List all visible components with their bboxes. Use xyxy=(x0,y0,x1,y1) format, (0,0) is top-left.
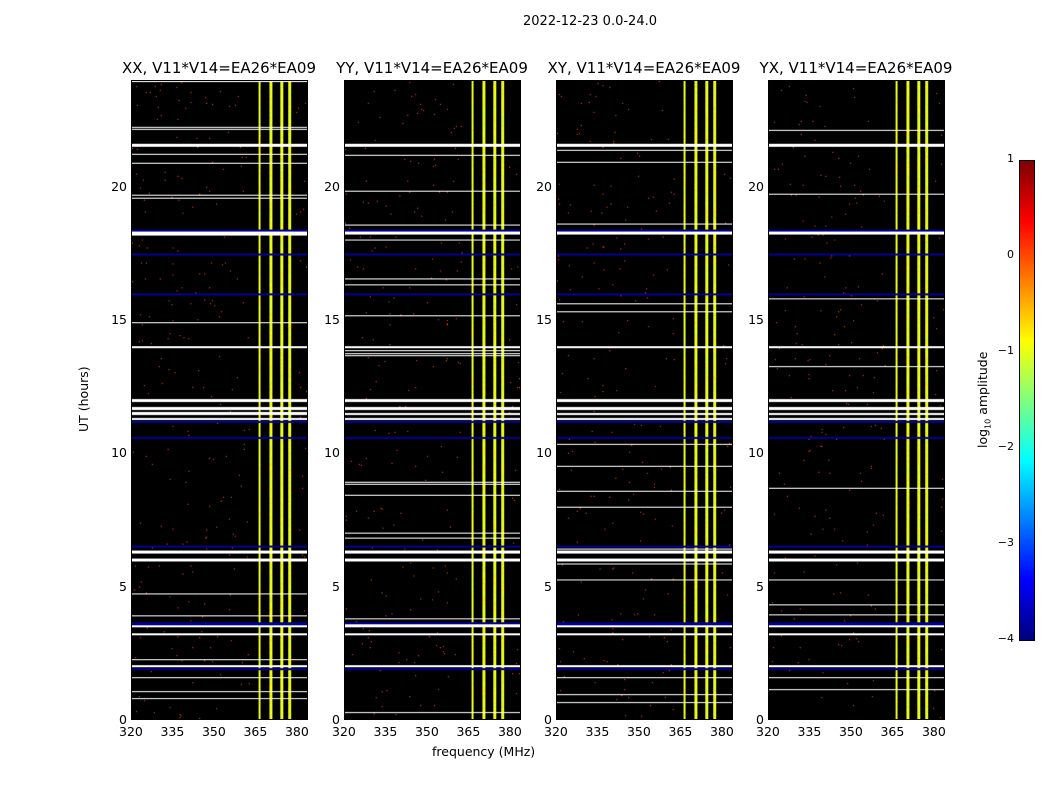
heatmap-image xyxy=(557,81,732,719)
y-tick-label: 10 xyxy=(748,445,764,461)
heatmap-panel-1 xyxy=(344,80,521,720)
y-tick-label: 5 xyxy=(756,578,764,594)
y-tick-label: 5 xyxy=(119,578,127,594)
x-tick-label: 350 xyxy=(626,724,651,739)
y-tick-label: 0 xyxy=(119,712,127,727)
y-tick-label: 15 xyxy=(111,312,127,327)
x-tick-label: 320 xyxy=(119,724,143,739)
y-tick-label: 5 xyxy=(332,578,340,594)
y-tick-label: 5 xyxy=(544,578,552,594)
x-tick-label: 320 xyxy=(756,724,780,739)
x-tick-label: 320 xyxy=(544,724,568,739)
colorbar-tick-label: −4 xyxy=(997,632,1014,645)
x-tick-label: 320 xyxy=(332,724,356,739)
y-tick-label: 0 xyxy=(332,712,340,727)
x-tick-label: 365 xyxy=(668,724,693,739)
x-tick-label: 350 xyxy=(838,724,863,739)
x-tick-label: 380 xyxy=(921,724,946,739)
y-tick-label: 0 xyxy=(544,712,552,727)
colorbar-tick-label: −3 xyxy=(997,536,1014,549)
y-tick-label: 20 xyxy=(111,178,127,194)
colorbar-tick-label: −1 xyxy=(997,344,1014,357)
heatmap-panel-3 xyxy=(768,80,945,720)
colorbar-tick-label: −2 xyxy=(997,440,1014,453)
figure-suptitle: 2022-12-23 0.0-24.0 xyxy=(523,14,657,29)
colorbar-tick-label: 1 xyxy=(1007,152,1014,165)
y-tick-label: 15 xyxy=(536,312,552,327)
x-tick-label: 335 xyxy=(797,724,822,739)
heatmap-image xyxy=(132,81,307,719)
heatmap-panel-2 xyxy=(556,80,733,720)
x-tick-label: 335 xyxy=(373,724,398,739)
panel-title: YX, V11*V14=EA26*EA09 xyxy=(759,59,953,77)
colorbar-label: log10 amplitude xyxy=(975,351,993,448)
x-tick-label: 380 xyxy=(284,724,309,739)
panel-title: YY, V11*V14=EA26*EA09 xyxy=(336,59,528,77)
x-tick-label: 380 xyxy=(497,724,522,739)
y-tick-label: 20 xyxy=(748,178,764,194)
x-tick-label: 350 xyxy=(414,724,439,739)
x-tick-label: 365 xyxy=(880,724,905,739)
heatmap-panel-0 xyxy=(131,80,308,720)
heatmap-image xyxy=(345,81,520,719)
heatmap-image xyxy=(769,81,944,719)
x-tick-label: 380 xyxy=(709,724,734,739)
y-tick-label: 10 xyxy=(324,445,340,461)
y-tick-label: 15 xyxy=(324,312,340,327)
panel-title: XX, V11*V14=EA26*EA09 xyxy=(121,59,316,77)
panel-title: XY, V11*V14=EA26*EA09 xyxy=(547,59,741,77)
colorbar-tick-label: 0 xyxy=(1007,248,1014,261)
y-tick-label: 10 xyxy=(111,445,127,461)
y-tick-label: 20 xyxy=(536,178,552,194)
x-tick-label: 350 xyxy=(201,724,226,739)
colorbar xyxy=(1019,160,1035,641)
x-tick-label: 335 xyxy=(585,724,610,739)
x-axis-label: frequency (MHz) xyxy=(432,744,536,759)
y-axis-label: UT (hours) xyxy=(76,366,91,432)
x-tick-label: 365 xyxy=(456,724,481,739)
y-tick-label: 10 xyxy=(536,445,552,461)
y-tick-label: 0 xyxy=(756,712,764,727)
x-tick-label: 335 xyxy=(160,724,185,739)
x-tick-label: 365 xyxy=(243,724,268,739)
y-tick-label: 20 xyxy=(324,178,340,194)
y-tick-label: 15 xyxy=(748,312,764,327)
